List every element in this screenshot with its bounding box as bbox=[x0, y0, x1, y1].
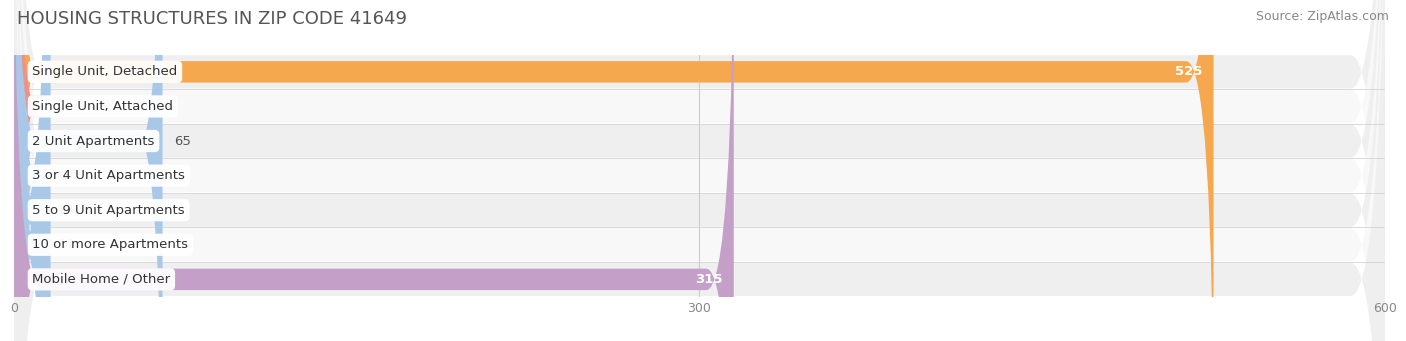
Text: Single Unit, Detached: Single Unit, Detached bbox=[32, 65, 177, 78]
FancyBboxPatch shape bbox=[14, 0, 46, 341]
FancyBboxPatch shape bbox=[14, 0, 1385, 341]
Text: 3 or 4 Unit Apartments: 3 or 4 Unit Apartments bbox=[32, 169, 186, 182]
FancyBboxPatch shape bbox=[14, 0, 163, 341]
Text: 2: 2 bbox=[30, 100, 38, 113]
FancyBboxPatch shape bbox=[14, 0, 1385, 341]
Text: 14: 14 bbox=[58, 204, 75, 217]
Text: HOUSING STRUCTURES IN ZIP CODE 41649: HOUSING STRUCTURES IN ZIP CODE 41649 bbox=[17, 10, 406, 28]
Text: 16: 16 bbox=[62, 169, 79, 182]
Text: 315: 315 bbox=[695, 273, 723, 286]
Text: 5 to 9 Unit Apartments: 5 to 9 Unit Apartments bbox=[32, 204, 186, 217]
Text: 14: 14 bbox=[58, 238, 75, 251]
FancyBboxPatch shape bbox=[14, 0, 1385, 341]
Text: 65: 65 bbox=[174, 135, 191, 148]
FancyBboxPatch shape bbox=[14, 0, 46, 341]
Text: Mobile Home / Other: Mobile Home / Other bbox=[32, 273, 170, 286]
Text: 525: 525 bbox=[1175, 65, 1202, 78]
FancyBboxPatch shape bbox=[14, 0, 1385, 341]
FancyBboxPatch shape bbox=[14, 0, 1385, 341]
FancyBboxPatch shape bbox=[14, 0, 734, 341]
FancyBboxPatch shape bbox=[14, 0, 1385, 341]
FancyBboxPatch shape bbox=[14, 0, 51, 341]
Text: 2 Unit Apartments: 2 Unit Apartments bbox=[32, 135, 155, 148]
Text: Source: ZipAtlas.com: Source: ZipAtlas.com bbox=[1256, 10, 1389, 23]
Text: 10 or more Apartments: 10 or more Apartments bbox=[32, 238, 188, 251]
FancyBboxPatch shape bbox=[14, 0, 1385, 341]
FancyBboxPatch shape bbox=[14, 0, 1213, 341]
Text: Single Unit, Attached: Single Unit, Attached bbox=[32, 100, 173, 113]
FancyBboxPatch shape bbox=[0, 0, 42, 341]
